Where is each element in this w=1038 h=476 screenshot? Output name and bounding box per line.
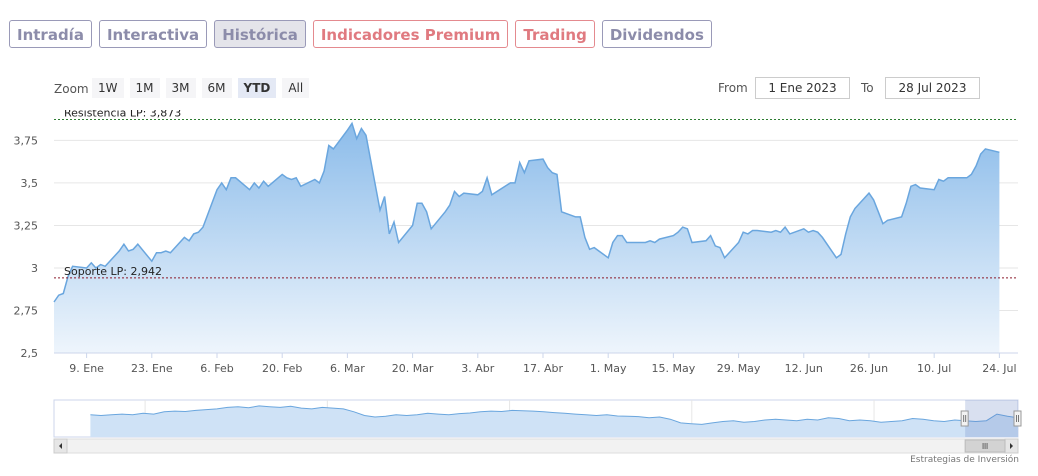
x-tick-label: 20. Feb bbox=[262, 362, 302, 375]
price-chart: 2,5 2,75 3 3,25 3,5 3,75 Resistencia LP: 3,87… bbox=[14, 110, 1022, 454]
navigator-handle[interactable] bbox=[1013, 410, 1022, 427]
x-tick-label: 23. Ene bbox=[131, 362, 173, 375]
x-tick-label: 6. Mar bbox=[330, 362, 365, 375]
scroll-left-button[interactable] bbox=[53, 438, 68, 454]
to-label: To bbox=[861, 81, 874, 95]
tab-dividendos[interactable]: Dividendos bbox=[601, 20, 712, 48]
x-tick-label: 3. Abr bbox=[461, 362, 494, 375]
x-tick-label: 20. Mar bbox=[392, 362, 434, 375]
tab-interactiva[interactable]: Interactiva bbox=[98, 20, 208, 48]
navigator-handle[interactable] bbox=[960, 410, 969, 427]
y-tick-label: 3,5 bbox=[21, 177, 39, 190]
reference-line-label: Soporte LP: 2,942 bbox=[64, 265, 162, 278]
range-toolbar: Zoom 1W 1M 3M 6M YTD All From 1 Ene 2023… bbox=[54, 77, 1038, 99]
x-tick-label: 6. Feb bbox=[200, 362, 233, 375]
reference-line-label: Resistencia LP: 3,873 bbox=[64, 110, 181, 119]
zoom-1m-button[interactable]: 1M bbox=[129, 78, 160, 98]
navigator-window[interactable] bbox=[965, 400, 1018, 437]
to-date-input[interactable]: 28 Jul 2023 bbox=[885, 77, 980, 99]
tab-trading[interactable]: Trading bbox=[515, 20, 595, 48]
zoom-all-button[interactable]: All bbox=[282, 78, 310, 98]
reference-lines: Resistencia LP: 3,873 Soporte LP: 2,942 bbox=[54, 110, 1018, 279]
watermark-text: Estrategias de Inversión bbox=[910, 455, 1019, 465]
x-tick-label: 9. Ene bbox=[69, 362, 104, 375]
zoom-buttons: 1W 1M 3M 6M YTD All bbox=[92, 78, 310, 98]
x-tick-label: 12. Jun bbox=[785, 362, 823, 375]
navigator-line bbox=[90, 405, 1019, 425]
x-tick-label: 10. Jul bbox=[917, 362, 951, 375]
from-label: From bbox=[718, 81, 748, 95]
x-tick-label: 17. Abr bbox=[523, 362, 563, 375]
zoom-1w-button[interactable]: 1W bbox=[92, 78, 124, 98]
navigator-area bbox=[90, 405, 1018, 437]
y-tick-label: 2,5 bbox=[21, 347, 39, 360]
navigator-scrollbar-track[interactable] bbox=[53, 438, 1019, 454]
navigator[interactable]: 20142016201820202022 bbox=[53, 399, 1022, 454]
x-tick-label: 26. Jun bbox=[850, 362, 888, 375]
y-tick-label: 2,75 bbox=[14, 304, 39, 317]
tab-indicadores-premium[interactable]: Indicadores Premium bbox=[312, 20, 509, 48]
price-area bbox=[54, 123, 1000, 354]
tab-intradia[interactable]: Intradía bbox=[9, 20, 92, 48]
scroll-thumb[interactable] bbox=[964, 439, 1006, 453]
tab-historica[interactable]: Histórica bbox=[214, 20, 306, 48]
price-line bbox=[53, 121, 1000, 303]
zoom-label: Zoom bbox=[54, 82, 89, 96]
plot-area bbox=[53, 121, 1000, 354]
y-tick-label: 3,25 bbox=[14, 219, 39, 232]
x-tick-label: 15. May bbox=[652, 362, 696, 375]
zoom-6m-button[interactable]: 6M bbox=[201, 78, 232, 98]
y-tick-label: 3 bbox=[31, 262, 38, 275]
from-date-input[interactable]: 1 Ene 2023 bbox=[755, 77, 850, 99]
x-axis: 9. Ene 23. Ene 6. Feb 20. Feb 6. Mar 20. Mar 3… bbox=[54, 352, 1018, 375]
x-tick-label: 24. Jul bbox=[982, 362, 1016, 375]
x-tick-label: 29. May bbox=[717, 362, 761, 375]
scroll-right-button[interactable] bbox=[1004, 438, 1019, 454]
chart-tabs: Intradía Interactiva Histórica Indicador… bbox=[9, 20, 712, 48]
y-tick-label: 3,75 bbox=[14, 134, 39, 147]
zoom-3m-button[interactable]: 3M bbox=[165, 78, 196, 98]
x-tick-label: 1. May bbox=[590, 362, 627, 375]
y-axis: 2,5 2,75 3 3,25 3,5 3,75 bbox=[14, 134, 39, 360]
zoom-ytd-button[interactable]: YTD bbox=[237, 78, 277, 98]
